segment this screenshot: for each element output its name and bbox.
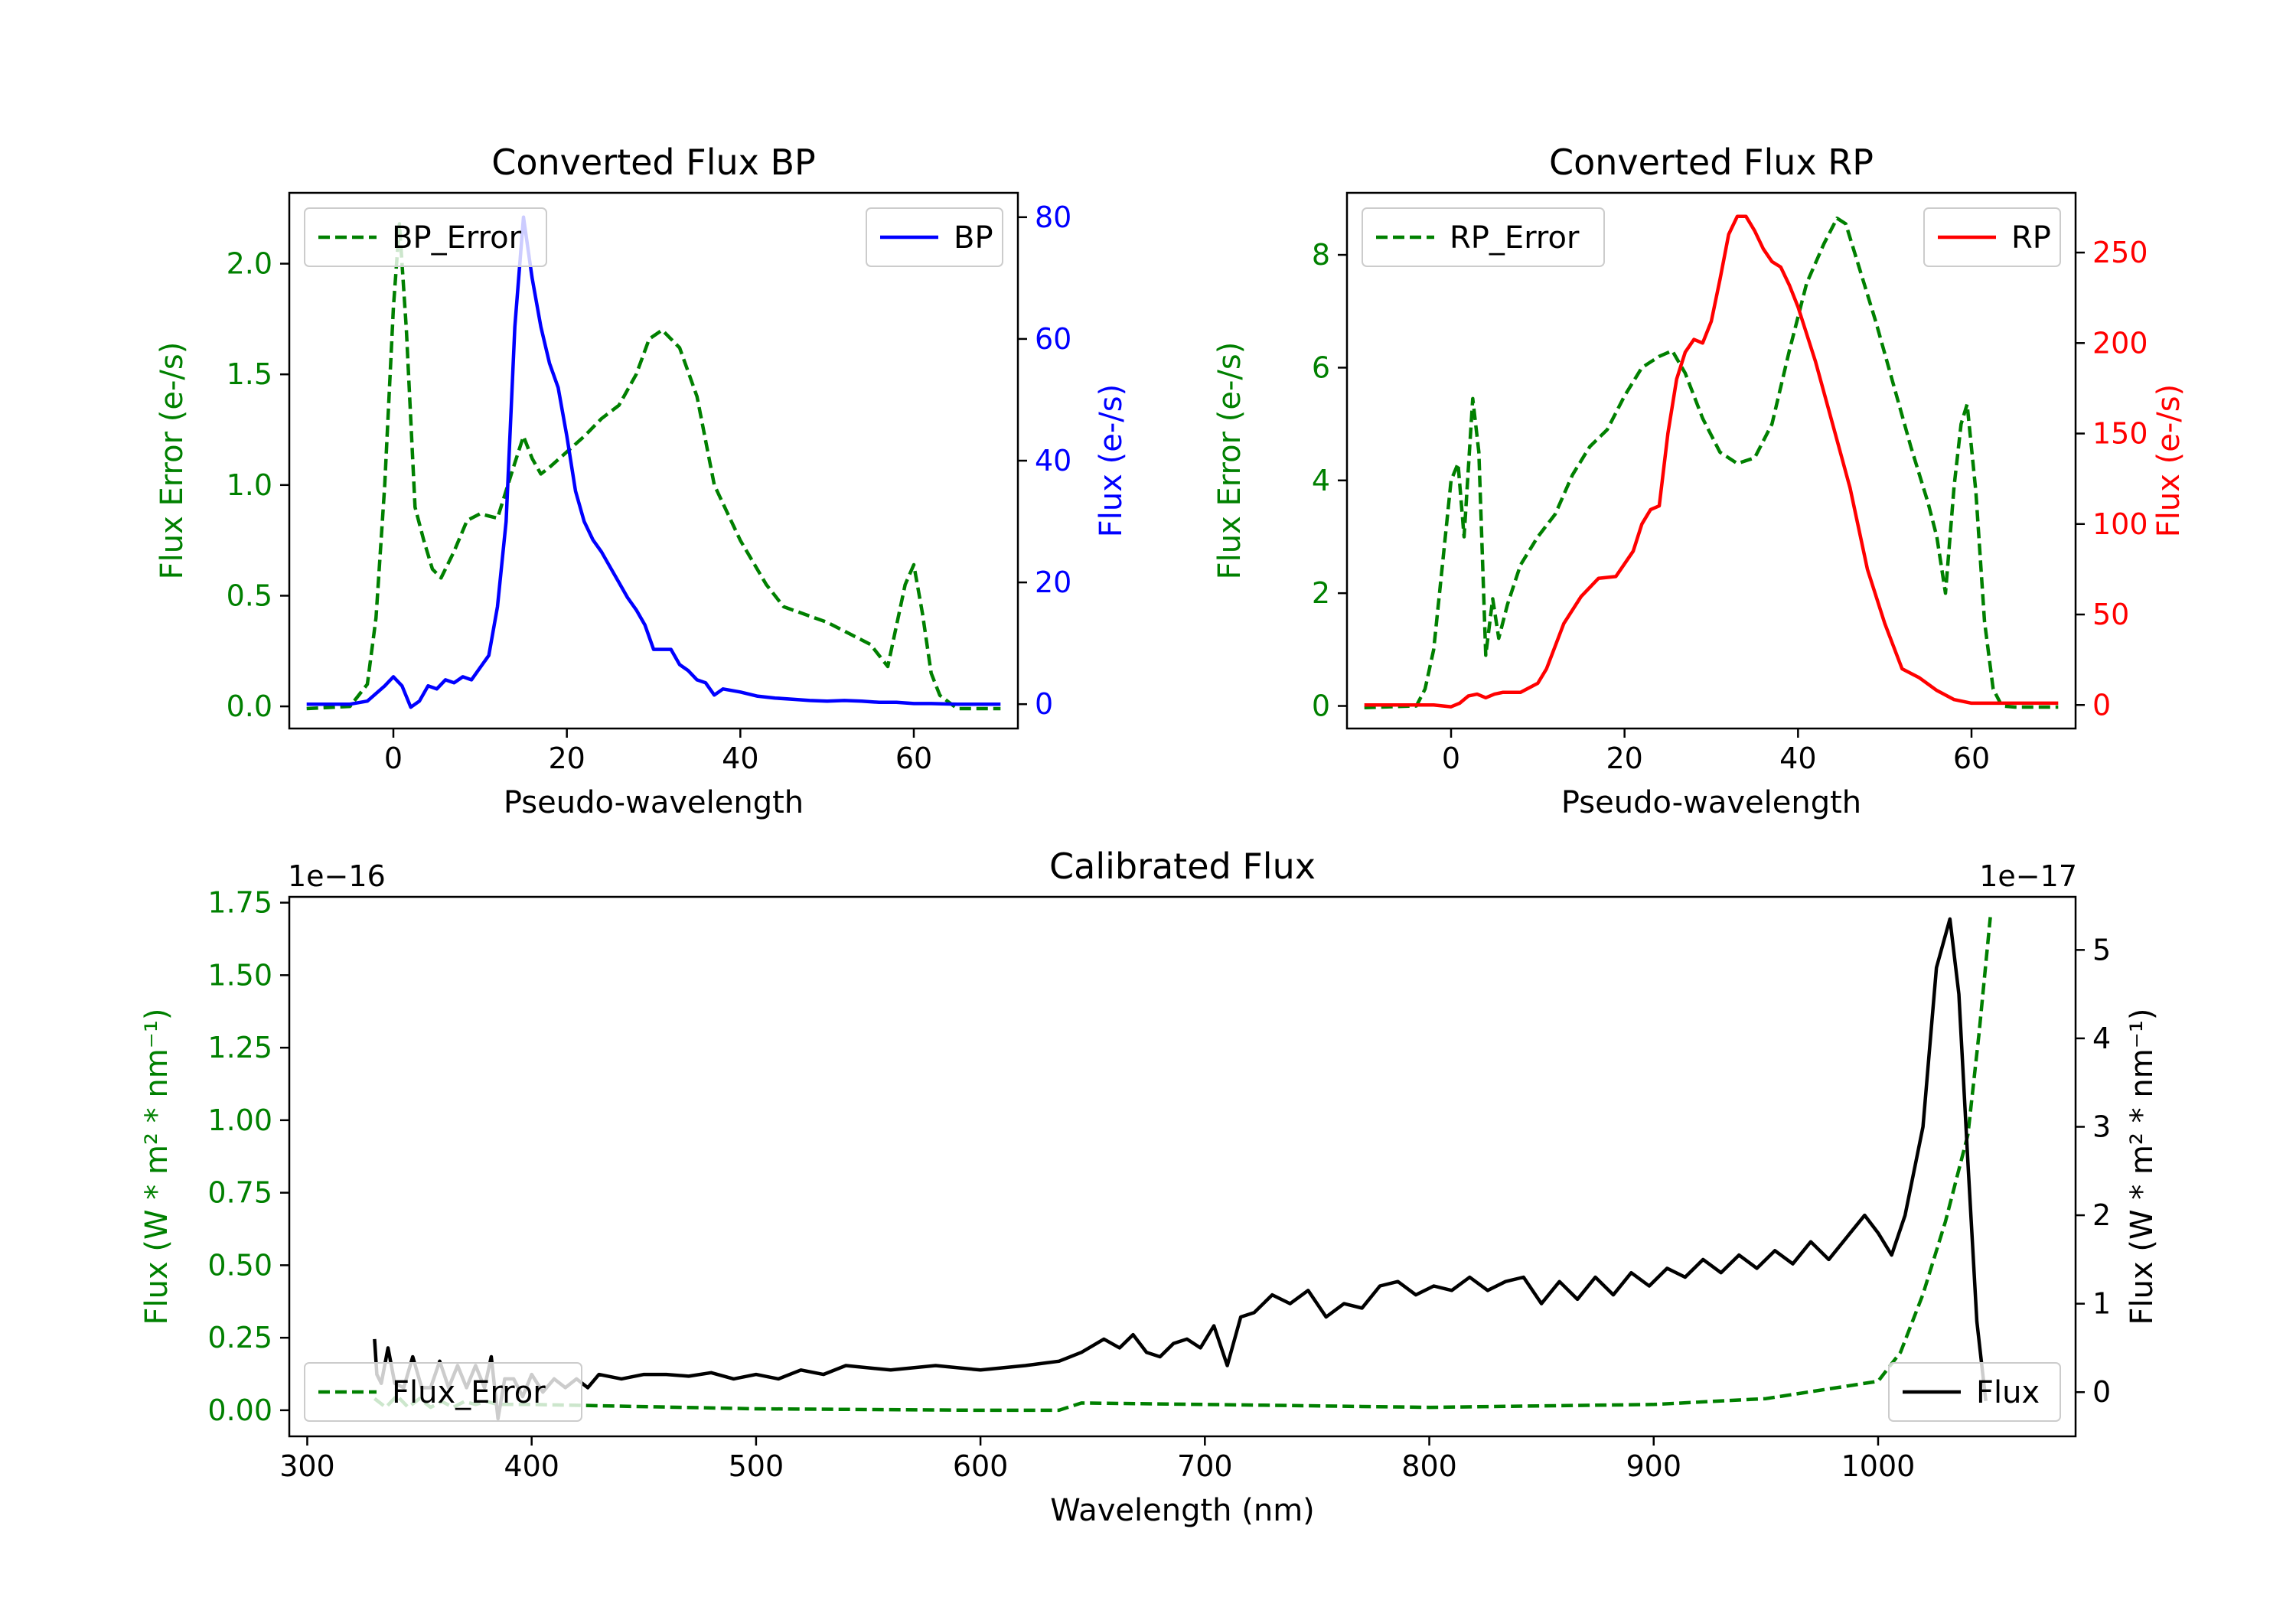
x-tick-label: 0 [384,742,403,775]
legend-bp-error: BP_Error [304,207,547,267]
y-left-tick-label: 1.5 [227,357,272,391]
series-line-bp-error [306,222,1001,711]
y-right-tick-label: 40 [1035,444,1071,478]
offset-right: 1e−17 [1979,859,2077,893]
y-left-tick-label: 2.0 [227,247,272,281]
chart-title: Converted Flux BP [491,142,816,183]
legend-label: RP [2011,220,2051,256]
x-tick-label: 400 [504,1449,559,1483]
x-tick-label: 0 [1442,742,1460,775]
x-tick-label: 300 [279,1449,335,1483]
y-right-axis-label: Flux (e-/s) [2151,384,2187,537]
y-right-axis-label: Flux (e-/s) [1094,384,1129,537]
x-tick-label: 900 [1626,1449,1681,1483]
y-left-tick-label: 0.75 [207,1176,272,1210]
legend-box [1362,207,1605,267]
x-tick-label: 20 [548,742,585,775]
y-right-tick-label: 250 [2092,236,2148,269]
y-right-tick-label: 100 [2092,507,2148,541]
series-line-rp [1364,214,2059,709]
y-right-tick-label: 20 [1035,566,1071,599]
x-tick-label: 500 [729,1449,784,1483]
chart-2: 0 20 40 60 0 2 4 6 8 0 50 100 150 200 250 Converted Flu… [1212,142,2187,820]
y-right-tick-label: 200 [2092,326,2148,360]
x-tick-label: 40 [722,742,758,775]
legend-label: Flux_Error [392,1375,546,1410]
y-right-tick-label: 60 [1035,322,1071,356]
y-right-tick-label: 2 [2092,1198,2111,1232]
y-right-axis-label: Flux (W * m² * nm⁻¹) [2125,1009,2160,1325]
y-left-tick-label: 6 [1312,350,1330,384]
legend-label: RP_Error [1450,220,1580,256]
y-left-tick-label: 8 [1312,238,1330,272]
chart-title: Calibrated Flux [1049,846,1316,887]
series-line-bp [306,215,1001,709]
y-left-axis-label: Flux Error (e-/s) [1212,342,1247,580]
y-right-tick-label: 3 [2092,1110,2111,1143]
legend-rp-error: RP_Error [1362,207,1605,267]
x-tick-label: 800 [1401,1449,1457,1483]
x-tick-label: 60 [895,742,932,775]
x-axis-label: Wavelength (nm) [1050,1493,1315,1528]
legend-flux: Flux [1888,1362,2061,1422]
y-right-tick-label: 0 [1035,687,1053,721]
series-line-flux-error [373,917,1992,1413]
y-right-tick-label: 80 [1035,200,1071,234]
legend-label: BP_Error [392,220,522,256]
y-left-tick-label: 1.25 [207,1031,272,1064]
y-left-tick-label: 0.50 [207,1248,272,1282]
x-tick-label: 20 [1606,742,1642,775]
legend-rp: RP [1923,207,2061,267]
legend-box [304,1362,582,1422]
y-right-tick-label: 5 [2092,933,2111,966]
legend-label: BP [954,220,993,256]
y-left-tick-label: 2 [1312,576,1330,610]
chart-title: Converted Flux RP [1549,142,1874,183]
x-tick-label: 60 [1953,742,1990,775]
y-right-tick-label: 150 [2092,417,2148,451]
y-left-tick-label: 1.50 [207,958,272,992]
y-right-tick-label: 1 [2092,1287,2111,1321]
y-left-tick-label: 0.00 [207,1393,272,1427]
y-right-tick-label: 0 [2092,1375,2111,1409]
legend-bp: BP [866,207,1003,267]
y-right-tick-label: 4 [2092,1022,2111,1055]
offset-left: 1e−16 [288,859,386,893]
y-left-axis-label: Flux Error (e-/s) [155,342,190,580]
series-line-flux [373,917,1988,1421]
x-tick-label: 40 [1779,742,1816,775]
axes-frame [1345,191,2077,730]
x-tick-label: 600 [953,1449,1009,1483]
series-line-rp-error [1364,216,2059,709]
x-axis-label: Pseudo-wavelength [504,785,804,820]
x-tick-label: 700 [1177,1449,1233,1483]
legend-box [304,207,547,267]
legend-label: Flux [1976,1375,2040,1410]
y-left-tick-label: 0.25 [207,1321,272,1354]
y-left-tick-label: 4 [1312,464,1330,497]
x-axis-label: Pseudo-wavelength [1561,785,1861,820]
axes-frame [288,895,2077,1438]
y-left-axis-label: Flux (W * m² * nm⁻¹) [139,1009,174,1325]
legend-box [1888,1362,2061,1422]
y-left-tick-label: 0.0 [227,689,272,723]
y-right-tick-label: 0 [2092,688,2111,722]
y-left-tick-label: 1.0 [227,468,272,502]
chart-1: 0 20 40 60 0.0 0.5 1.0 1.5 2.0 0 20 40 60 80 Converted… [155,142,1129,820]
legend-flux-error: Flux_Error [304,1362,582,1422]
y-right-tick-label: 50 [2092,598,2129,631]
chart-3: 300 400 500 600 700 800 900 1000 0.00 0.25 0.50 0.7… [139,846,2160,1528]
y-left-tick-label: 0.5 [227,579,272,612]
y-left-tick-label: 1.00 [207,1103,272,1137]
x-tick-label: 1000 [1841,1449,1916,1483]
y-left-tick-label: 1.75 [207,886,272,920]
y-left-tick-label: 0 [1312,689,1330,723]
